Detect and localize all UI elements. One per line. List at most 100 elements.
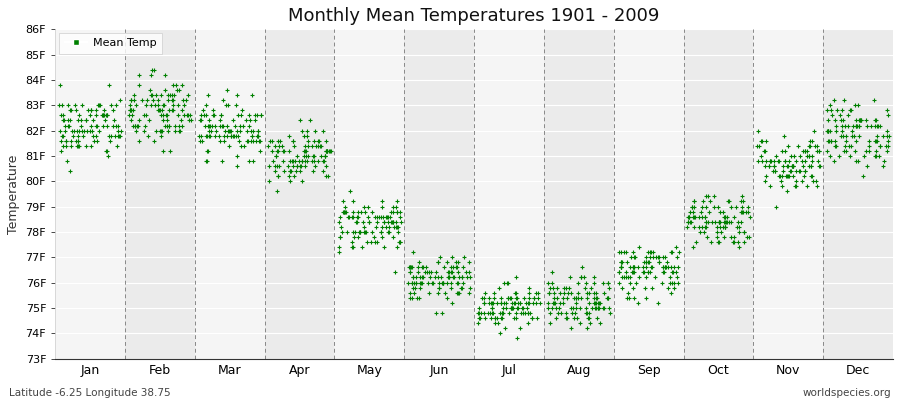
Point — [208, 132, 222, 139]
Point — [201, 92, 215, 98]
Point — [683, 208, 698, 215]
Point — [706, 193, 721, 200]
Point — [270, 163, 284, 169]
Point — [544, 305, 559, 311]
Point — [241, 158, 256, 164]
Point — [432, 284, 446, 291]
Point — [852, 117, 867, 124]
Point — [566, 294, 580, 301]
Point — [97, 112, 112, 118]
Point — [719, 214, 733, 220]
Point — [758, 163, 772, 169]
Point — [156, 117, 170, 124]
Point — [802, 142, 816, 149]
Point — [657, 269, 671, 276]
Point — [457, 254, 472, 260]
Point — [402, 264, 417, 270]
Point — [412, 259, 427, 266]
Point — [478, 315, 492, 321]
Point — [355, 244, 369, 250]
Point — [803, 138, 817, 144]
Point — [876, 132, 890, 139]
Point — [550, 284, 564, 291]
Point — [62, 122, 77, 129]
Point — [295, 158, 310, 164]
Point — [285, 158, 300, 164]
Point — [266, 158, 281, 164]
Point — [758, 148, 772, 154]
Point — [495, 310, 509, 316]
Text: worldspecies.org: worldspecies.org — [803, 388, 891, 398]
Point — [374, 214, 389, 220]
Point — [158, 102, 172, 108]
Point — [670, 274, 685, 281]
Point — [75, 102, 89, 108]
Point — [499, 300, 513, 306]
Point — [84, 122, 98, 129]
Point — [752, 142, 767, 149]
Point — [298, 153, 312, 159]
Bar — [404, 29, 474, 358]
Point — [215, 158, 230, 164]
Point — [485, 310, 500, 316]
Point — [181, 112, 195, 118]
Point — [123, 107, 138, 114]
Point — [392, 208, 407, 215]
Point — [578, 284, 592, 291]
Point — [626, 269, 640, 276]
Point — [287, 173, 302, 179]
Point — [166, 92, 181, 98]
Point — [248, 117, 262, 124]
Point — [270, 148, 284, 154]
Point — [319, 138, 333, 144]
Point — [637, 284, 652, 291]
Point — [843, 107, 858, 114]
Point — [485, 305, 500, 311]
Point — [667, 284, 681, 291]
Point — [854, 117, 868, 124]
Point — [289, 168, 303, 174]
Point — [730, 224, 744, 230]
Point — [510, 305, 525, 311]
Point — [318, 153, 332, 159]
Point — [96, 122, 111, 129]
Point — [380, 214, 394, 220]
Point — [163, 148, 177, 154]
Point — [878, 142, 893, 149]
Point — [231, 132, 246, 139]
Point — [829, 127, 843, 134]
Point — [379, 214, 393, 220]
Point — [477, 300, 491, 306]
Point — [202, 117, 217, 124]
Point — [775, 173, 789, 179]
Point — [845, 122, 859, 129]
Point — [240, 138, 255, 144]
Point — [54, 112, 68, 118]
Point — [612, 269, 626, 276]
Point — [112, 97, 127, 103]
Point — [661, 284, 675, 291]
Point — [834, 122, 849, 129]
Point — [104, 132, 118, 139]
Point — [573, 274, 588, 281]
Point — [61, 117, 76, 124]
Point — [406, 274, 420, 281]
Point — [475, 294, 490, 301]
Point — [360, 239, 374, 245]
Point — [182, 117, 196, 124]
Point — [873, 142, 887, 149]
Point — [368, 214, 382, 220]
Point — [849, 122, 863, 129]
Point — [166, 107, 180, 114]
Point — [416, 274, 430, 281]
Point — [518, 310, 533, 316]
Point — [157, 148, 171, 154]
Point — [742, 214, 757, 220]
Point — [587, 290, 601, 296]
Point — [446, 274, 460, 281]
Point — [544, 279, 559, 286]
Point — [233, 122, 248, 129]
Point — [269, 153, 284, 159]
Point — [412, 294, 427, 301]
Point — [631, 264, 645, 270]
